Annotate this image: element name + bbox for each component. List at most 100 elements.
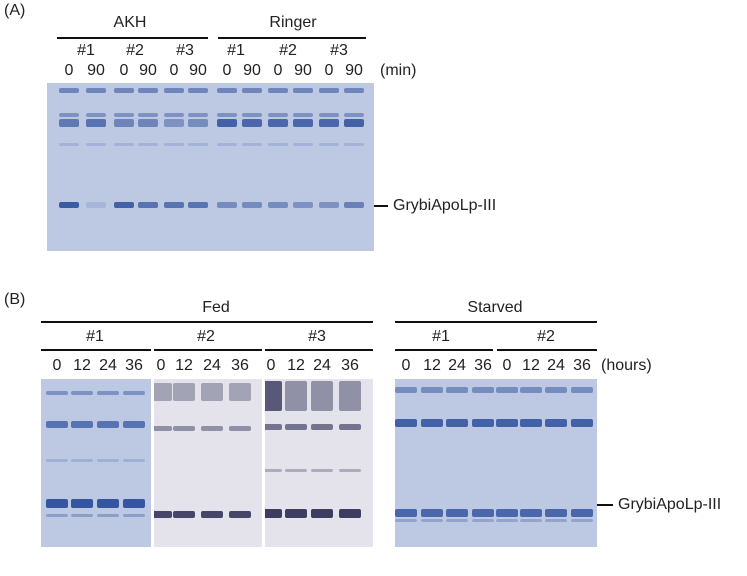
panel-b-time-unit: (hours)	[601, 357, 652, 374]
gel-band	[201, 426, 223, 431]
gel-band	[571, 519, 593, 522]
gel-band	[86, 88, 106, 93]
gel-band	[188, 202, 208, 208]
time-label-b: 24	[203, 357, 221, 374]
gel-band	[472, 387, 494, 393]
time-label-a: 0	[324, 62, 334, 79]
replicate-label-a: #3	[176, 42, 194, 59]
replicate-label-a: #3	[330, 42, 348, 59]
gel-band	[59, 88, 79, 93]
gel-band	[293, 143, 313, 146]
gel-band	[97, 459, 119, 462]
band-label-a: GrybiApoLp-III	[393, 197, 497, 214]
replicate-label-a: #1	[77, 42, 95, 59]
panel-a-time-unit: (min)	[380, 62, 417, 79]
time-label-b: 36	[573, 357, 591, 374]
time-label-b: 36	[341, 357, 359, 374]
gel-band	[268, 202, 288, 208]
gel-band	[339, 469, 361, 472]
time-label-b: 12	[423, 357, 441, 374]
gel-band	[114, 113, 134, 117]
gel-band	[114, 143, 134, 146]
gel-band	[446, 519, 468, 522]
time-label-b: 24	[99, 357, 117, 374]
gel-band	[446, 419, 468, 427]
gel-band	[319, 143, 339, 146]
gel-band	[520, 519, 542, 522]
gel-band	[421, 519, 443, 522]
time-label-a: 90	[87, 62, 105, 79]
gel-band	[97, 514, 119, 517]
time-label-a: 0	[64, 62, 74, 79]
gel-band	[242, 143, 262, 146]
gel-band	[395, 519, 417, 522]
gel-band	[242, 88, 262, 93]
gel-panel-b-starved	[395, 379, 597, 547]
gel-band	[472, 419, 494, 427]
gel-band	[173, 383, 195, 401]
time-label-a: 90	[189, 62, 207, 79]
gel-band	[173, 511, 195, 518]
gel-band	[164, 88, 184, 93]
gel-band	[114, 88, 134, 93]
replicate-label-a: #1	[227, 42, 245, 59]
gel-band	[138, 88, 158, 93]
gel-band	[114, 119, 134, 127]
gel-band	[71, 499, 93, 508]
gel-band	[395, 419, 417, 427]
gel-band	[123, 499, 145, 508]
gel-band	[123, 421, 145, 428]
gel-band	[496, 419, 518, 427]
gel-band	[319, 202, 339, 208]
time-label-b: 24	[547, 357, 565, 374]
gel-band	[344, 113, 364, 117]
gel-band	[59, 113, 79, 117]
gel-band	[188, 113, 208, 117]
gel-band	[311, 381, 333, 411]
gel-band	[496, 509, 518, 517]
gel-band	[217, 202, 237, 208]
gel-band	[319, 119, 339, 127]
gel-band	[446, 509, 468, 517]
gel-band	[285, 509, 307, 518]
gel-panel-b-fed-2	[154, 379, 262, 547]
gel-band	[229, 511, 251, 518]
panel-b-label: (B)	[4, 291, 26, 308]
gel-band	[285, 469, 307, 472]
gel-band	[311, 469, 333, 472]
gel-band	[201, 511, 223, 518]
time-label-a: 90	[243, 62, 261, 79]
gel-band	[138, 143, 158, 146]
gel-band	[164, 143, 184, 146]
gel-band	[59, 202, 79, 208]
gel-band	[242, 202, 262, 208]
group-label-akh: AKH	[113, 14, 147, 31]
time-label-b: 12	[73, 357, 91, 374]
group-line-ringer	[218, 37, 366, 39]
time-label-b: 0	[266, 357, 276, 374]
gel-band	[496, 519, 518, 522]
gel-band	[311, 424, 333, 430]
gel-band	[339, 509, 361, 518]
band-pointer-b	[597, 504, 613, 506]
gel-band	[114, 202, 134, 208]
gel-band	[268, 119, 288, 127]
gel-band	[46, 499, 68, 508]
gel-band	[59, 143, 79, 146]
gel-band	[268, 113, 288, 117]
gel-band	[344, 143, 364, 146]
gel-band	[164, 202, 184, 208]
time-label-a: 0	[119, 62, 129, 79]
gel-band	[265, 381, 282, 411]
gel-band	[545, 509, 567, 517]
gel-band	[344, 88, 364, 93]
time-label-b: 12	[522, 357, 540, 374]
gel-band	[123, 459, 145, 462]
gel-band	[242, 113, 262, 117]
gel-panel-b-fed-1	[41, 379, 151, 547]
gel-band	[86, 119, 106, 127]
time-label-b: 12	[287, 357, 305, 374]
gel-band	[293, 113, 313, 117]
gel-band	[293, 88, 313, 93]
gel-band	[421, 419, 443, 427]
